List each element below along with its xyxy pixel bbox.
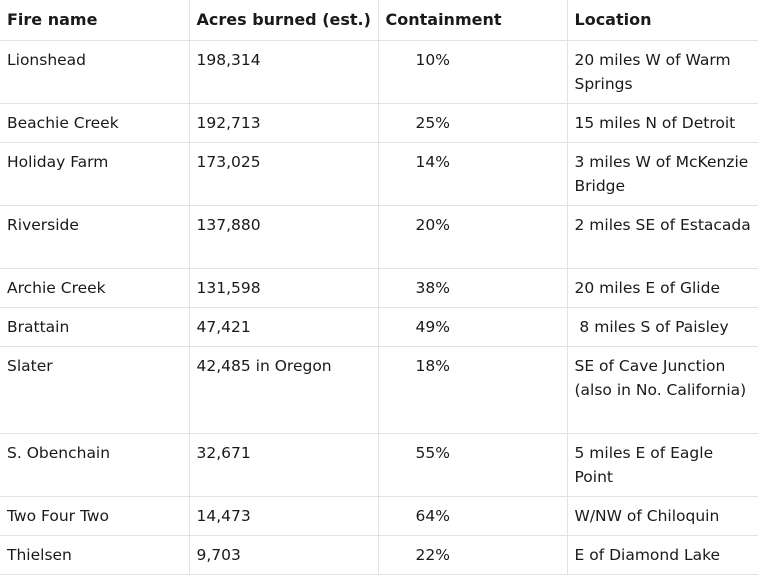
table-row: Lionshead 198,314 10% 20 miles W of Warm… xyxy=(0,40,758,104)
cell-acres: 9,703 xyxy=(189,535,379,575)
table-row: Brattain 47,421 49% 8 miles S of Paisley xyxy=(0,307,758,347)
cell-location: W/NW of Chiloquin xyxy=(567,496,758,536)
cell-location: 2 miles SE of Estacada xyxy=(567,205,758,269)
cell-acres: 131,598 xyxy=(189,268,379,308)
cell-fire-name: Thielsen xyxy=(0,535,190,575)
cell-fire-name: Brattain xyxy=(0,307,190,347)
cell-containment: 49% xyxy=(378,307,568,347)
cell-fire-name: Archie Creek xyxy=(0,268,190,308)
cell-acres: 137,880 xyxy=(189,205,379,269)
cell-containment: 14% xyxy=(378,142,568,206)
cell-acres: 192,713 xyxy=(189,103,379,143)
cell-fire-name: Two Four Two xyxy=(0,496,190,536)
cell-location: 5 miles E of Eagle Point xyxy=(567,433,758,497)
table-header-row: Fire name Acres burned (est.) Containmen… xyxy=(0,0,758,41)
cell-location: 20 miles E of Glide xyxy=(567,268,758,308)
header-acres-burned: Acres burned (est.) xyxy=(189,0,379,41)
cell-containment: 18% xyxy=(378,346,568,434)
cell-fire-name: Lionshead xyxy=(0,40,190,104)
cell-acres: 14,473 xyxy=(189,496,379,536)
cell-containment: 64% xyxy=(378,496,568,536)
cell-location: SE of Cave Junction (also in No. Califor… xyxy=(567,346,758,434)
cell-containment: 22% xyxy=(378,535,568,575)
cell-containment: 55% xyxy=(378,433,568,497)
cell-location: 8 miles S of Paisley xyxy=(567,307,758,347)
cell-acres: 198,314 xyxy=(189,40,379,104)
header-fire-name: Fire name xyxy=(0,0,190,41)
table-row: Two Four Two 14,473 64% W/NW of Chiloqui… xyxy=(0,496,758,536)
cell-containment: 20% xyxy=(378,205,568,269)
table-row: Archie Creek 131,598 38% 20 miles E of G… xyxy=(0,268,758,308)
cell-containment: 25% xyxy=(378,103,568,143)
header-location: Location xyxy=(567,0,758,41)
cell-fire-name: Slater xyxy=(0,346,190,434)
cell-containment: 10% xyxy=(378,40,568,104)
cell-fire-name: Beachie Creek xyxy=(0,103,190,143)
table-row: Holiday Farm 173,025 14% 3 miles W of Mc… xyxy=(0,142,758,206)
cell-containment: 38% xyxy=(378,268,568,308)
cell-fire-name: Holiday Farm xyxy=(0,142,190,206)
header-containment: Containment xyxy=(378,0,568,41)
cell-location: 15 miles N of Detroit xyxy=(567,103,758,143)
cell-location: 20 miles W of Warm Springs xyxy=(567,40,758,104)
cell-fire-name: Riverside xyxy=(0,205,190,269)
cell-acres: 173,025 xyxy=(189,142,379,206)
table-row: Slater 42,485 in Oregon 18% SE of Cave J… xyxy=(0,346,758,434)
cell-location: 3 miles W of McKenzie Bridge xyxy=(567,142,758,206)
cell-acres: 42,485 in Oregon xyxy=(189,346,379,434)
table-row: Thielsen 9,703 22% E of Diamond Lake xyxy=(0,535,758,575)
cell-acres: 32,671 xyxy=(189,433,379,497)
table-row: S. Obenchain 32,671 55% 5 miles E of Eag… xyxy=(0,433,758,497)
cell-fire-name: S. Obenchain xyxy=(0,433,190,497)
cell-acres: 47,421 xyxy=(189,307,379,347)
table-row: Riverside 137,880 20% 2 miles SE of Esta… xyxy=(0,205,758,269)
cell-location: E of Diamond Lake xyxy=(567,535,758,575)
table-row: Beachie Creek 192,713 25% 15 miles N of … xyxy=(0,103,758,143)
